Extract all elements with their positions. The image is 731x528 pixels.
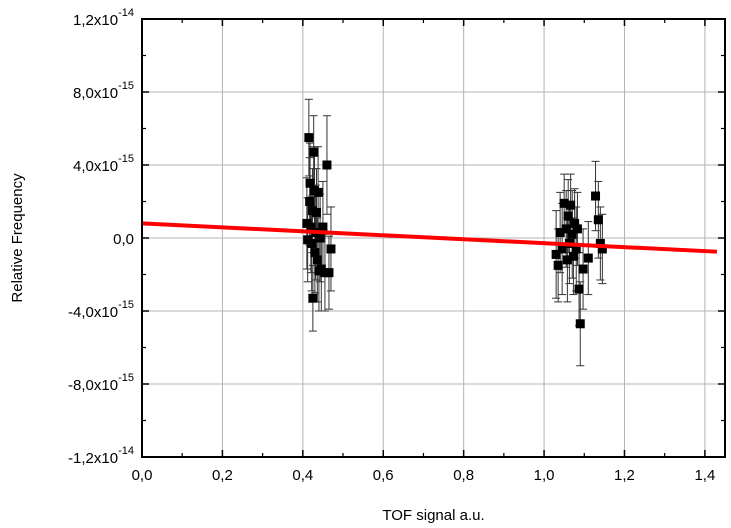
- y-tick-label: 4,0x10-15: [73, 153, 134, 175]
- data-point: [562, 255, 572, 265]
- data-point: [310, 248, 320, 258]
- data-point: [324, 268, 334, 278]
- x-tick-label: 1,2: [614, 467, 635, 484]
- data-point: [305, 178, 315, 188]
- data-point: [559, 198, 569, 208]
- data-point: [306, 222, 316, 232]
- data-point: [595, 238, 605, 248]
- data-point: [591, 191, 601, 201]
- fit-line: [141, 221, 718, 254]
- y-tick-label: -1,2x10-14: [68, 445, 134, 467]
- axis-ticks: [141, 18, 725, 458]
- data-point: [313, 187, 323, 197]
- y-tick-labels: 1,2x10-14 8,0x10-15 4,0x10-15 0,0 -4,0x10-15…: [68, 7, 134, 467]
- y-tick-label: -4,0x10-15: [68, 299, 134, 321]
- data-point: [308, 293, 318, 303]
- data-point: [578, 264, 588, 274]
- x-tick-label: 0,4: [292, 467, 313, 484]
- data-point: [309, 147, 319, 157]
- x-tick-label: 0,2: [212, 467, 233, 484]
- data-point: [326, 244, 336, 254]
- data-point: [305, 197, 315, 206]
- data-point: [311, 207, 321, 217]
- data-point: [563, 211, 573, 221]
- x-axis-title: TOF signal a.u.: [382, 507, 484, 524]
- data-point: [593, 215, 603, 225]
- data-point: [304, 133, 314, 143]
- data-point: [568, 251, 578, 261]
- data-point: [571, 244, 581, 254]
- x-tick-labels: 0,0 0,2 0,4 0,6 0,8 1,0 1,2 1,4: [132, 467, 716, 484]
- data-point: [561, 224, 571, 234]
- y-tick-label: 8,0x10-15: [73, 80, 134, 102]
- data-point: [318, 222, 328, 232]
- x-tick-label: 0,0: [132, 467, 153, 484]
- data-point: [553, 260, 563, 270]
- x-tick-label: 1,4: [694, 467, 715, 484]
- data-point: [307, 238, 317, 248]
- fit-line-group: [141, 221, 718, 254]
- data-point: [555, 228, 565, 238]
- data-point: [567, 229, 577, 239]
- data-point: [322, 160, 332, 170]
- x-tick-label: 0,6: [373, 467, 394, 484]
- data-point: [583, 253, 593, 263]
- y-tick-label: -8,0x10-15: [68, 372, 134, 394]
- data-point: [572, 224, 582, 234]
- x-tick-label: 1,0: [534, 467, 555, 484]
- y-axis-title: Relative Frequency: [9, 173, 26, 303]
- grid: [142, 19, 725, 457]
- data-markers: [302, 133, 607, 329]
- data-point: [566, 200, 576, 210]
- data-point: [315, 233, 325, 243]
- x-tick-label: 0,8: [453, 467, 474, 484]
- data-point: [597, 244, 607, 254]
- data-point: [312, 255, 322, 265]
- data-point: [551, 249, 561, 259]
- data-point: [570, 218, 580, 228]
- data-point: [557, 244, 567, 254]
- data-point: [574, 284, 584, 294]
- data-point: [575, 319, 585, 329]
- y-tick-label: 0,0: [113, 231, 134, 248]
- y-tick-label: 1,2x10-14: [73, 7, 134, 29]
